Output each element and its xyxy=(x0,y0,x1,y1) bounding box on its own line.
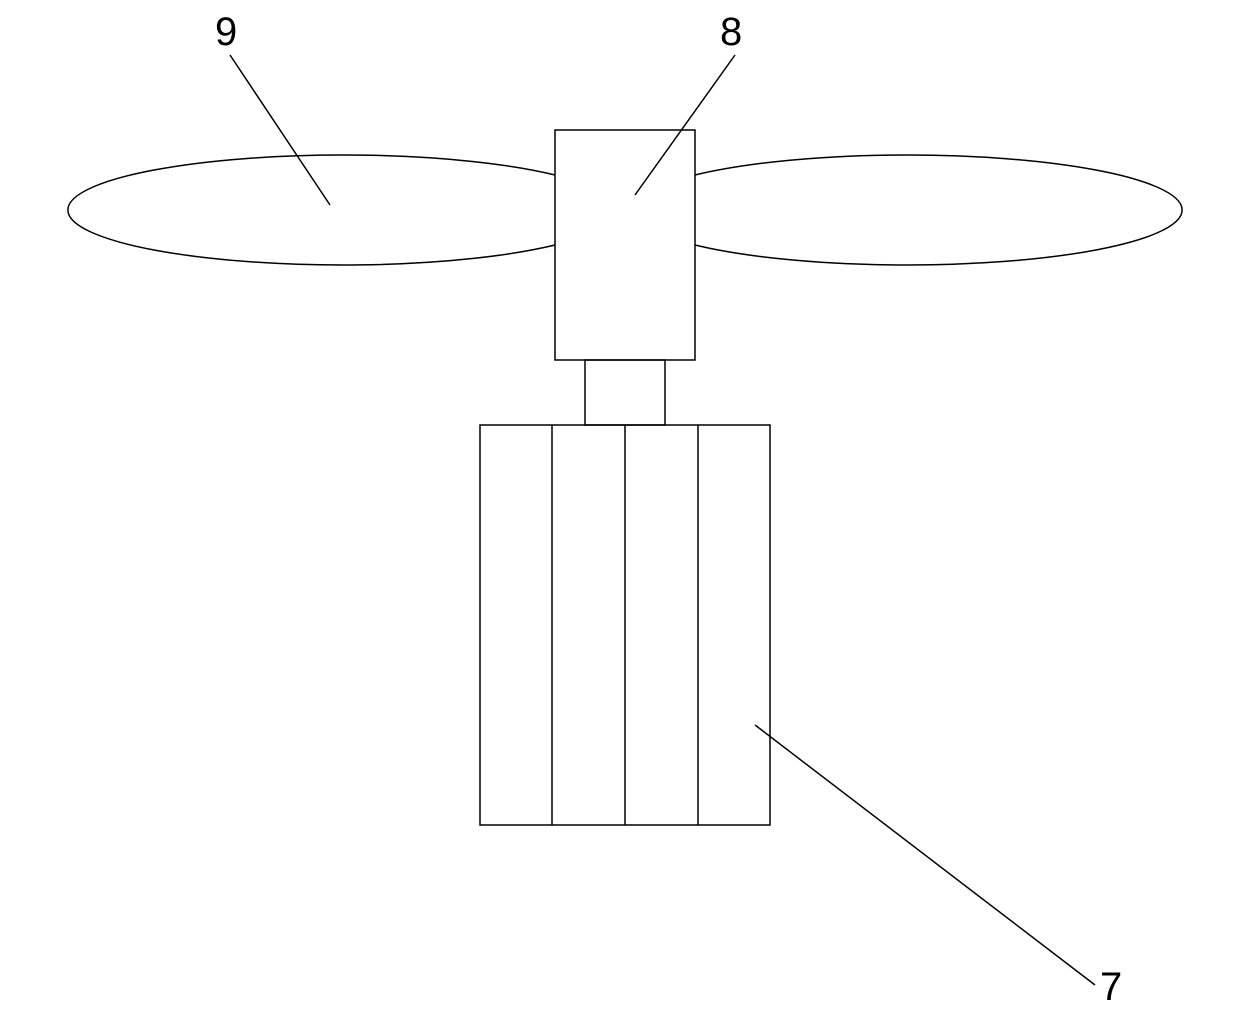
label-9: 9 xyxy=(215,10,237,55)
upper-block xyxy=(555,130,695,360)
right-blade xyxy=(695,155,1182,265)
left-blade xyxy=(68,155,555,265)
label-7: 7 xyxy=(1100,965,1122,1010)
diagram-canvas xyxy=(0,0,1240,1007)
leader-line-9 xyxy=(230,55,330,205)
connector-block xyxy=(585,360,665,425)
lower-block xyxy=(480,425,770,825)
leader-line-7 xyxy=(755,725,1095,985)
label-8: 8 xyxy=(720,10,742,55)
